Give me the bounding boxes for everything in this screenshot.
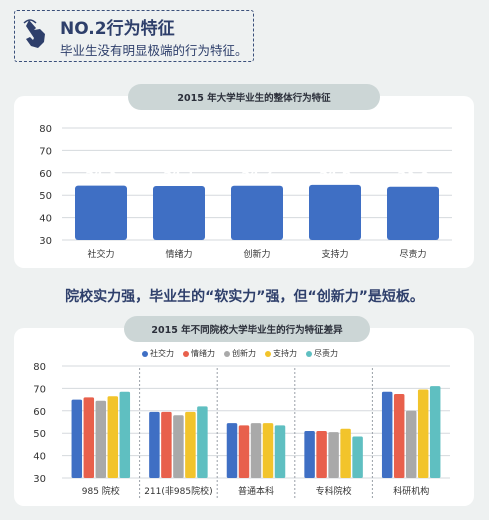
bar xyxy=(75,185,127,240)
x-tick-label: 普通本科 xyxy=(238,485,274,497)
legend-label: 情绪力 xyxy=(191,349,215,358)
y-tick-label: 50 xyxy=(39,191,52,202)
legend-swatch xyxy=(265,350,271,357)
y-tick-label: 60 xyxy=(39,169,52,180)
bar xyxy=(328,432,339,478)
bar xyxy=(316,430,327,478)
bar xyxy=(161,411,172,478)
x-tick-label: 专科院校 xyxy=(316,485,352,497)
header-title: NO.2行为特征 xyxy=(60,19,175,39)
y-tick-label: 40 xyxy=(39,214,52,225)
hand-pointer-icon xyxy=(23,19,45,48)
bar xyxy=(185,411,196,478)
legend-swatch xyxy=(224,350,230,357)
data-label: 54.1 xyxy=(163,167,195,182)
bar xyxy=(304,430,315,478)
overall-bar-chart: 80 70 60 50 40 30 54.3 社交力 54.1 情绪力 54.2 创新力 54.6 支持力… xyxy=(39,124,452,260)
legend-item: 社交力 xyxy=(142,348,174,359)
legend-label: 尽责力 xyxy=(314,349,338,358)
x-tick-label: 创新力 xyxy=(243,248,270,260)
x-tick-label: 211(非985院校) xyxy=(144,485,212,497)
bar xyxy=(387,186,439,240)
bar xyxy=(107,396,119,478)
x-tick-label: 985 院校 xyxy=(82,485,120,497)
bar xyxy=(173,415,184,478)
x-tick-label: 尽责力 xyxy=(399,248,426,260)
y-tick-label: 30 xyxy=(39,236,52,247)
chart-legend: 社交力 情绪力 创新力 支持力 尽责力 xyxy=(142,348,338,359)
y-tick-label: 30 xyxy=(33,474,46,485)
bar xyxy=(226,423,238,478)
bar xyxy=(340,428,351,478)
y-tick-label: 70 xyxy=(33,384,46,395)
x-tick-label: 社交力 xyxy=(87,248,114,260)
chart-title-overall: 2015 年大学毕业生的整体行为特征 xyxy=(128,84,380,110)
bar xyxy=(197,406,208,478)
bar xyxy=(274,425,286,478)
bar xyxy=(250,423,262,478)
bar xyxy=(405,410,417,478)
legend-swatch xyxy=(142,350,148,357)
bar xyxy=(381,391,393,478)
header-subtitle: 毕业生没有明显极端的行为特征。 xyxy=(60,43,248,58)
legend-label: 社交力 xyxy=(150,349,174,358)
bar xyxy=(231,185,283,240)
legend-item: 支持力 xyxy=(265,348,297,359)
y-tick-label: 80 xyxy=(39,124,52,135)
data-label: 54.2 xyxy=(241,167,273,182)
y-tick-label: 60 xyxy=(33,407,46,418)
bar xyxy=(417,389,429,478)
data-label: 54.3 xyxy=(85,167,117,182)
x-tick-label: 情绪力 xyxy=(165,248,192,260)
y-tick-label: 70 xyxy=(39,146,52,157)
x-tick-label: 科研机构 xyxy=(393,485,429,497)
y-tick-label: 40 xyxy=(33,452,46,463)
legend-swatch xyxy=(183,350,189,357)
section-header: NO.2行为特征 毕业生没有明显极端的行为特征。 xyxy=(14,10,264,62)
bar xyxy=(238,425,250,478)
bar xyxy=(262,423,274,478)
bar xyxy=(71,399,83,478)
data-label: 54.6 xyxy=(319,167,351,182)
legend-item: 情绪力 xyxy=(183,348,215,359)
data-label: 53.8 xyxy=(397,167,429,182)
bar xyxy=(119,391,131,478)
bar xyxy=(309,184,361,240)
bar xyxy=(153,186,205,240)
x-tick-label: 支持力 xyxy=(321,248,348,260)
legend-label: 创新力 xyxy=(232,349,256,358)
legend-item: 尽责力 xyxy=(306,348,338,359)
legend-item: 创新力 xyxy=(224,348,256,359)
bar xyxy=(393,394,405,478)
bar xyxy=(149,411,160,478)
header-frame xyxy=(14,10,254,62)
bar xyxy=(429,386,441,478)
bar xyxy=(83,397,95,478)
chart-title-institutions: 2015 年不同院校大学毕业生的行为特征差异 xyxy=(124,316,370,342)
legend-label: 支持力 xyxy=(273,349,297,358)
y-tick-label: 50 xyxy=(33,429,46,440)
y-tick-label: 80 xyxy=(33,362,46,373)
bar xyxy=(95,400,107,478)
summary-text: 院校实力强，毕业生的“软实力”强，但“创新力”是短板。 xyxy=(65,289,424,305)
bar xyxy=(352,436,363,478)
legend-swatch xyxy=(306,350,312,357)
